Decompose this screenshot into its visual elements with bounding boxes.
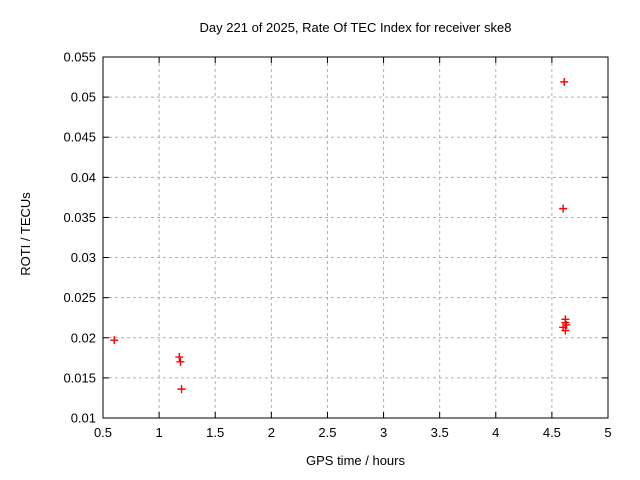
x-tick-label: 1 — [155, 425, 162, 440]
y-tick-label: 0.04 — [71, 170, 96, 185]
x-tick-label: 2.5 — [318, 425, 336, 440]
data-point-marker — [176, 357, 185, 366]
data-point-marker — [110, 336, 119, 345]
x-tick-label: 3.5 — [431, 425, 449, 440]
y-tick-label: 0.01 — [71, 411, 96, 426]
data-point-marker — [559, 204, 568, 213]
x-tick-label: 2 — [268, 425, 275, 440]
y-axis-label: ROTI / TECUs — [18, 192, 33, 276]
data-point-marker — [560, 77, 569, 86]
y-tick-label: 0.045 — [63, 130, 96, 145]
x-tick-label: 4 — [492, 425, 499, 440]
y-tick-label: 0.05 — [71, 90, 96, 105]
x-tick-label: 0.5 — [94, 425, 112, 440]
y-tick-label: 0.025 — [63, 290, 96, 305]
y-tick-label: 0.02 — [71, 330, 96, 345]
y-tick-label: 0.055 — [63, 50, 96, 65]
data-point-marker — [175, 353, 184, 362]
y-tick-label: 0.03 — [71, 250, 96, 265]
x-tick-label: 5 — [604, 425, 611, 440]
x-tick-label: 1.5 — [206, 425, 224, 440]
data-point-marker — [177, 385, 186, 394]
y-tick-label: 0.035 — [63, 210, 96, 225]
x-tick-label: 3 — [380, 425, 387, 440]
x-axis-label: GPS time / hours — [306, 453, 405, 468]
data-point-marker — [561, 326, 570, 335]
chart-title: Day 221 of 2025, Rate Of TEC Index for r… — [199, 20, 512, 35]
y-tick-label: 0.015 — [63, 370, 96, 385]
plot-border — [102, 56, 609, 419]
x-tick-label: 4.5 — [543, 425, 561, 440]
